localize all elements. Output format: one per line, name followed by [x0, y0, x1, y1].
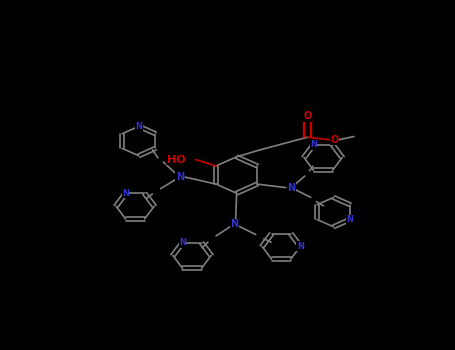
- Text: N: N: [230, 219, 238, 229]
- Text: N: N: [135, 122, 142, 131]
- Text: N: N: [310, 140, 317, 149]
- Text: N: N: [179, 238, 186, 247]
- Text: O: O: [331, 135, 339, 145]
- Text: N: N: [347, 215, 354, 224]
- Text: N: N: [176, 172, 184, 182]
- Text: N: N: [297, 242, 304, 251]
- Text: O: O: [303, 111, 312, 121]
- Text: HO: HO: [167, 155, 185, 164]
- Text: N: N: [122, 189, 129, 198]
- Text: N: N: [287, 183, 295, 193]
